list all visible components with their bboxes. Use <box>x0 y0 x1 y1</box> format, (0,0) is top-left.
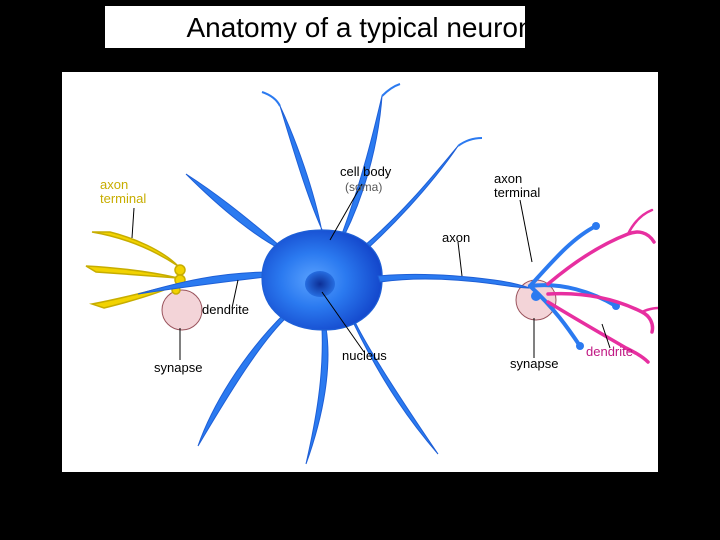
label-nucleus: nucleus <box>342 348 387 363</box>
label-axon-text: axon <box>442 230 470 245</box>
label-synapse-right: synapse <box>510 356 558 371</box>
label-synapse-left: synapse <box>154 360 202 375</box>
label-synapse-right-text: synapse <box>510 356 558 371</box>
axon-main <box>378 274 530 288</box>
axon-terminal-right-group <box>530 222 620 350</box>
label-dendrite-left: dendrite <box>202 302 249 317</box>
label-dendrite-left-text: dendrite <box>202 302 249 317</box>
page-title: Anatomy of a typical neuron <box>0 12 720 44</box>
label-axon-terminal-right-text: axonterminal <box>494 171 540 200</box>
nucleus-shape <box>305 271 335 297</box>
diagram-canvas: axonterminal dendrite synapse cell body … <box>62 72 658 472</box>
label-synapse-left-text: synapse <box>154 360 202 375</box>
label-cell-body: cell body <box>340 164 391 179</box>
label-axon-terminal-left-text: axonterminal <box>100 177 146 206</box>
label-dendrite-right-text: dendrite <box>586 344 633 359</box>
neuron-diagram-svg <box>62 72 658 472</box>
label-cell-body-text: cell body <box>340 164 391 179</box>
label-soma-sub-text: (soma) <box>345 180 382 194</box>
label-axon-terminal-left: axonterminal <box>100 178 146 205</box>
cell-body <box>262 230 382 330</box>
label-axon-terminal-right: axonterminal <box>494 172 540 199</box>
label-nucleus-text: nucleus <box>342 348 387 363</box>
label-axon: axon <box>442 230 470 245</box>
label-soma-sub: (soma) <box>345 180 382 194</box>
label-dendrite-right: dendrite <box>586 344 633 359</box>
